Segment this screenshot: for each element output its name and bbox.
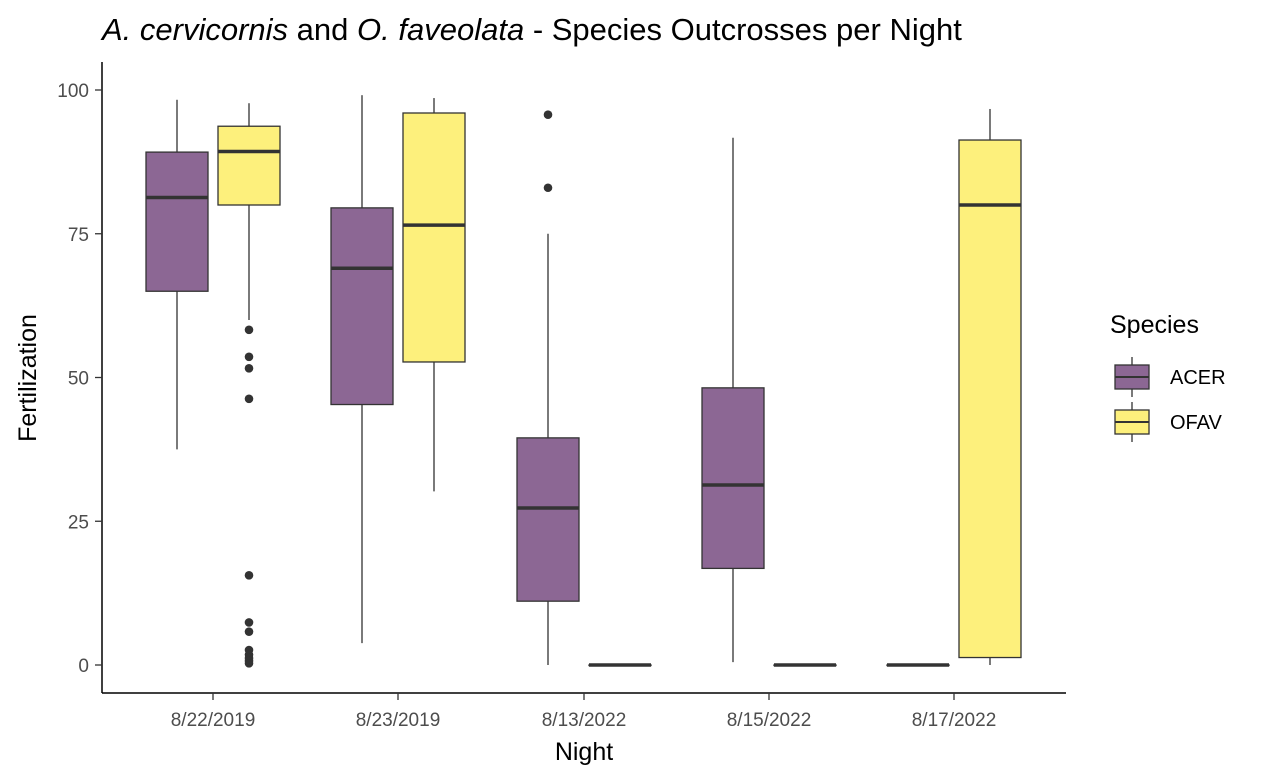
outlier-point [244, 325, 254, 335]
outlier-point [244, 627, 254, 636]
outlier-point [244, 364, 254, 373]
legend-entry-acer: ACER [1114, 357, 1226, 397]
legend: Species ACER OFAV [1110, 311, 1226, 442]
y-ticks: 0 25 50 75 100 [57, 81, 102, 677]
y-tick-label: 100 [57, 81, 89, 102]
box-acer-4 [886, 663, 950, 667]
y-tick-label: 0 [78, 656, 89, 677]
box-body [516, 437, 580, 602]
box-acer-2 [516, 110, 580, 665]
title-rest: - Species Outcrosses per Night [533, 12, 962, 47]
outlier-point [543, 183, 553, 193]
outlier-point [244, 658, 254, 668]
legend-title: Species [1110, 311, 1199, 339]
boxes [145, 95, 1022, 668]
x-axis-label: Night [555, 738, 613, 766]
legend-entries: ACER OFAV [1114, 357, 1226, 442]
title-species1: A. cervicornis [100, 12, 288, 47]
box-ofav-4 [958, 108, 1022, 665]
y-tick-label: 75 [68, 225, 89, 246]
x-tick-label: 8/23/2019 [356, 710, 441, 731]
x-tick-label: 8/15/2022 [727, 710, 812, 731]
box-ofav-2 [588, 663, 652, 667]
box-ofav-0 [217, 103, 281, 668]
x-tick-label: 8/17/2022 [912, 710, 997, 731]
box-body [145, 151, 209, 292]
legend-entry-label: OFAV [1170, 412, 1223, 434]
box-body [217, 125, 281, 206]
box-body [330, 207, 394, 406]
box-ofav-3 [773, 663, 837, 667]
legend-entry-label: ACER [1170, 367, 1226, 389]
y-axis-label: Fertilization [14, 314, 42, 442]
x-tick-label: 8/22/2019 [171, 710, 256, 731]
title-species2: O. faveolata [357, 12, 524, 47]
title-space [348, 12, 357, 47]
box-body [958, 139, 1022, 659]
chart-title: A. cervicornis and O. faveolata - Specie… [100, 12, 962, 47]
title-conj-word: and [297, 12, 349, 47]
outlier-point [244, 618, 254, 627]
y-tick-label: 25 [68, 512, 89, 533]
outlier-point [244, 394, 254, 404]
y-tick-label: 50 [68, 369, 89, 390]
box-body [701, 387, 765, 570]
x-ticks: 8/22/2019 8/23/2019 8/13/2022 8/15/2022 8/17… [171, 693, 997, 731]
outlier-point [244, 352, 254, 362]
box-acer-1 [330, 95, 394, 644]
outlier-point [543, 110, 553, 120]
legend-entry-ofav: OFAV [1114, 402, 1223, 442]
box-acer-3 [701, 137, 765, 663]
x-tick-label: 8/13/2022 [542, 710, 627, 731]
outlier-point [244, 571, 254, 580]
box-acer-0 [145, 99, 209, 450]
box-ofav-1 [402, 98, 466, 492]
box-body [402, 112, 466, 363]
